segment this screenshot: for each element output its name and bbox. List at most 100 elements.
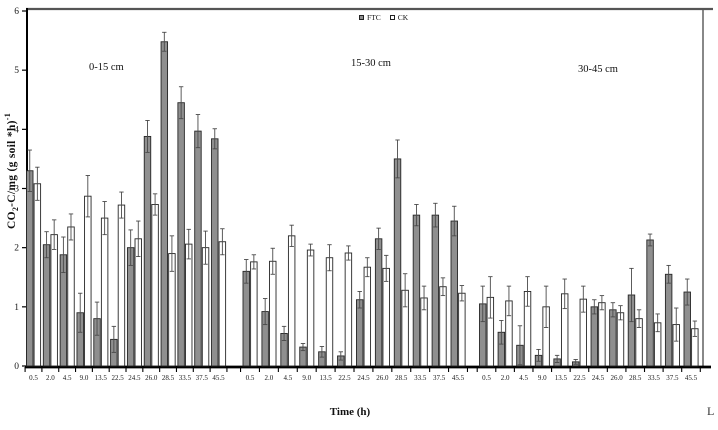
- x-tick-label: 2.0: [46, 374, 55, 382]
- bars-group-1: 0.5 2.0 4.5 9.0 13.5 22.5 24.5 26.0 28.5 33.5 37.5…: [239, 158, 469, 382]
- bar-ck: [325, 257, 334, 367]
- x-tick-label: 13.5: [320, 374, 333, 382]
- x-tick-label: 9.0: [538, 374, 547, 382]
- bar-ftc: [177, 102, 185, 367]
- y-tick-label: 6: [14, 7, 19, 17]
- x-tick-label: 24.5: [357, 374, 370, 382]
- legend: FTC CK: [359, 13, 408, 22]
- legend-swatch-ftc-icon: [359, 15, 364, 20]
- bar-ck: [306, 249, 315, 367]
- x-tick-label: 0.5: [482, 374, 491, 382]
- y-tick-label: 3: [14, 185, 19, 195]
- bar-ftc: [194, 130, 202, 367]
- legend-swatch-ck-icon: [389, 15, 395, 20]
- x-tick-label: 26.0: [611, 374, 624, 382]
- bar-ck: [218, 241, 227, 367]
- x-tick-label: 28.5: [629, 374, 642, 382]
- bar-ck: [363, 266, 372, 367]
- bar-ftc: [211, 138, 219, 367]
- bar-ck: [344, 252, 353, 367]
- y-axis-title-mid: -C/mg (g soil *h): [5, 120, 18, 207]
- x-tick-label: 22.5: [338, 374, 351, 382]
- y-axis-title-sup: -1: [3, 112, 12, 121]
- corner-mark: L: [707, 404, 715, 418]
- bar-ftc: [412, 214, 421, 367]
- x-tick-label: 37.5: [433, 374, 446, 382]
- y-tick-label: 5: [14, 66, 19, 76]
- y-tick-label: 0: [14, 362, 19, 372]
- bar-ftc: [646, 239, 654, 367]
- error-bars-group-0: [27, 31, 225, 353]
- x-tick-label: 4.5: [63, 374, 72, 382]
- bar-ck: [185, 243, 193, 367]
- x-tick-label: 4.5: [283, 374, 292, 382]
- x-tick-label: 2.0: [501, 374, 510, 382]
- x-tick-label: 37.5: [196, 374, 209, 382]
- x-tick-label: 4.5: [519, 374, 528, 382]
- bar-ck: [100, 217, 109, 367]
- group-label-0-15cm: 0-15 cm: [89, 62, 124, 73]
- x-tick-label: 13.5: [95, 374, 108, 382]
- bar-ck: [117, 204, 126, 367]
- bar-ck: [50, 234, 58, 367]
- bar-ftc: [143, 135, 152, 367]
- y-axis-title-sub: 2: [11, 206, 21, 212]
- y-tick-label: 2: [14, 244, 19, 254]
- bar-ck: [458, 292, 466, 367]
- bar-ck: [250, 261, 258, 367]
- bar-ftc: [590, 306, 598, 367]
- bar-ck: [269, 260, 277, 367]
- x-tick-label: 26.0: [376, 374, 389, 382]
- bar-ftc: [160, 41, 169, 367]
- x-tick-label: 22.5: [573, 374, 586, 382]
- bar-ck: [382, 267, 390, 367]
- bar-ftc: [42, 244, 51, 367]
- y-tick-label: 4: [14, 125, 19, 135]
- bar-ck: [201, 247, 210, 367]
- bar-ftc: [664, 273, 673, 367]
- bar-ck: [151, 204, 159, 367]
- bar-ck: [134, 238, 142, 367]
- x-tick-label: 13.5: [555, 374, 568, 382]
- x-tick-label: 28.5: [395, 374, 408, 382]
- x-tick-label: 33.5: [179, 374, 192, 382]
- y-axis-title: CO2-C/mg (g soil *h)-1: [3, 10, 20, 332]
- bar-ck: [67, 226, 75, 367]
- x-tick-label: 28.5: [162, 374, 175, 382]
- bar-ftc: [374, 238, 383, 367]
- group-label-15-30cm: 15-30 cm: [351, 58, 391, 69]
- x-tick-label: 37.5: [666, 374, 679, 382]
- legend-label-ftc: FTC: [367, 13, 381, 22]
- bar-ftc: [26, 170, 34, 367]
- legend-label-ck: CK: [397, 13, 409, 22]
- error-bars-group-2: [480, 233, 698, 366]
- y-axis-ticks: 0 1 2 3 4 5 6: [14, 7, 27, 372]
- x-tick-label: 45.5: [212, 374, 225, 382]
- bar-ftc: [393, 158, 402, 367]
- bars-group-0: 0.5 2.0 4.5 9.0 13.5 22.5 24.5 26.0 28.5 33.5 37.5…: [24, 41, 228, 382]
- x-tick-label: 45.5: [685, 374, 698, 382]
- bar-ck: [287, 235, 296, 367]
- x-tick-label: 22.5: [111, 374, 124, 382]
- error-bars-group-1: [244, 139, 465, 361]
- x-tick-label: 33.5: [648, 374, 661, 382]
- x-tick-label: 24.5: [592, 374, 605, 382]
- bar-ck: [598, 302, 606, 367]
- x-tick-label: 45.5: [452, 374, 465, 382]
- x-tick-label: 33.5: [414, 374, 427, 382]
- y-axis-title-prefix: CO: [5, 211, 18, 230]
- bars-group-2: 0.5 2.0 4.5 9.0 13.5 22.5 24.5 26.0 28.5 33.5 37.5…: [476, 239, 701, 382]
- x-tick-label: 0.5: [29, 374, 38, 382]
- bar-ck: [616, 312, 625, 367]
- x-tick-label: 0.5: [246, 374, 255, 382]
- group-label-30-45cm: 30-45 cm: [578, 64, 618, 75]
- x-tick-label: 2.0: [265, 374, 274, 382]
- x-tick-label: 9.0: [80, 374, 89, 382]
- x-tick-label: 9.0: [302, 374, 311, 382]
- y-tick-label: 1: [14, 303, 19, 313]
- bar-ftc: [609, 309, 617, 367]
- bar-ftc: [450, 220, 458, 367]
- bar-ck: [84, 195, 92, 367]
